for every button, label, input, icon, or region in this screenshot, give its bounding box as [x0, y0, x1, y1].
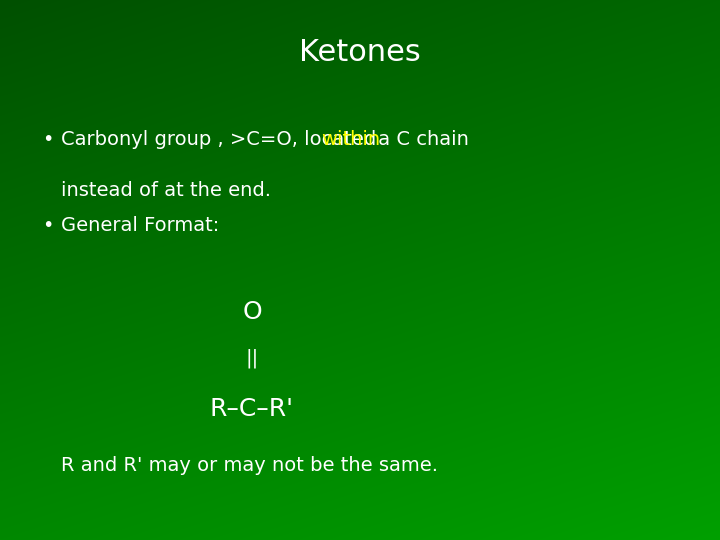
Text: O: O — [242, 300, 262, 323]
Text: Ketones: Ketones — [299, 38, 421, 67]
Text: ||: || — [246, 348, 258, 368]
Text: •: • — [42, 130, 53, 148]
Text: a C chain: a C chain — [372, 130, 469, 148]
Text: General Format:: General Format: — [61, 216, 220, 235]
Text: within: within — [322, 130, 381, 148]
Text: •: • — [42, 216, 53, 235]
Text: R and R' may or may not be the same.: R and R' may or may not be the same. — [61, 456, 438, 475]
Text: R–C–R': R–C–R' — [210, 397, 294, 421]
Text: Carbonyl group , >C=O, located: Carbonyl group , >C=O, located — [61, 130, 383, 148]
Text: instead of at the end.: instead of at the end. — [61, 181, 271, 200]
